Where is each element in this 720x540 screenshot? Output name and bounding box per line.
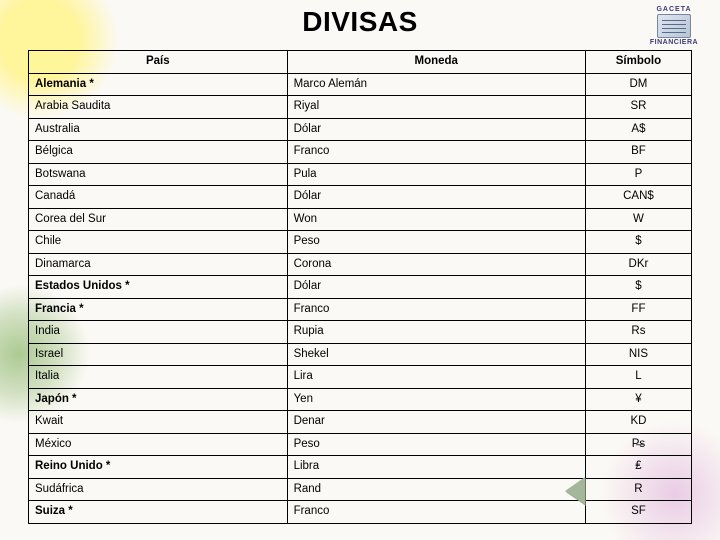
table-row: Estados Unidos *Dólar$ <box>29 276 692 299</box>
table-row: BélgicaFrancoBF <box>29 141 692 164</box>
cell-pais: Corea del Sur <box>29 208 288 231</box>
cell-pais: India <box>29 321 288 344</box>
cell-simbolo: ₤ <box>585 456 691 479</box>
cell-pais: Dinamarca <box>29 253 288 276</box>
table-row: Francia *FrancoFF <box>29 298 692 321</box>
table-row: Suiza *FrancoSF <box>29 501 692 524</box>
cell-moneda: Pula <box>287 163 585 186</box>
page-title: DIVISAS <box>302 6 418 38</box>
cell-pais: Alemania * <box>29 73 288 96</box>
cell-pais: Italia <box>29 366 288 389</box>
cell-moneda: Franco <box>287 298 585 321</box>
cell-pais: Reino Unido * <box>29 456 288 479</box>
cell-pais: Suiza * <box>29 501 288 524</box>
cell-simbolo: W <box>585 208 691 231</box>
cell-moneda: Lira <box>287 366 585 389</box>
table-row: BotswanaPulaP <box>29 163 692 186</box>
cell-pais: Arabia Saudita <box>29 96 288 119</box>
cell-simbolo: DM <box>585 73 691 96</box>
cell-moneda: Marco Alemán <box>287 73 585 96</box>
col-simbolo: Símbolo <box>585 51 691 74</box>
cell-simbolo: ¥ <box>585 388 691 411</box>
back-arrow-icon[interactable] <box>565 477 585 505</box>
table-row: AustraliaDólarA$ <box>29 118 692 141</box>
cell-pais: Francia * <box>29 298 288 321</box>
cell-pais: Israel <box>29 343 288 366</box>
cell-moneda: Rand <box>287 478 585 501</box>
cell-moneda: Yen <box>287 388 585 411</box>
cell-simbolo: $ <box>585 276 691 299</box>
table-row: KwaitDenarKD <box>29 411 692 434</box>
header: DIVISAS GACETA FINANCIERA <box>28 6 692 50</box>
cell-moneda: Libra <box>287 456 585 479</box>
cell-moneda: Shekel <box>287 343 585 366</box>
col-moneda: Moneda <box>287 51 585 74</box>
cell-simbolo: Rs <box>585 321 691 344</box>
cell-moneda: Dólar <box>287 276 585 299</box>
cell-moneda: Peso <box>287 433 585 456</box>
cell-moneda: Rupia <box>287 321 585 344</box>
cell-pais: Bélgica <box>29 141 288 164</box>
table-row: Alemania *Marco AlemánDM <box>29 73 692 96</box>
cell-pais: México <box>29 433 288 456</box>
table-row: SudáfricaRandR <box>29 478 692 501</box>
cell-simbolo: $ <box>585 231 691 254</box>
cell-simbolo: A$ <box>585 118 691 141</box>
cell-simbolo: BF <box>585 141 691 164</box>
cell-simbolo: SF <box>585 501 691 524</box>
cell-pais: Chile <box>29 231 288 254</box>
stack-icon <box>657 14 691 38</box>
table-row: ItaliaLiraL <box>29 366 692 389</box>
cell-pais: Canadá <box>29 186 288 209</box>
table-row: DinamarcaCoronaDKr <box>29 253 692 276</box>
cell-pais: Kwait <box>29 411 288 434</box>
cell-simbolo: R <box>585 478 691 501</box>
cell-moneda: Corona <box>287 253 585 276</box>
cell-moneda: Franco <box>287 501 585 524</box>
cell-pais: Estados Unidos * <box>29 276 288 299</box>
cell-moneda: Denar <box>287 411 585 434</box>
table-header-row: País Moneda Símbolo <box>29 51 692 74</box>
col-pais: País <box>29 51 288 74</box>
table-row: CanadáDólarCAN$ <box>29 186 692 209</box>
cell-simbolo: P̶s <box>585 433 691 456</box>
table-row: Arabia SauditaRiyalSR <box>29 96 692 119</box>
table-row: ChilePeso$ <box>29 231 692 254</box>
cell-simbolo: DKr <box>585 253 691 276</box>
cell-moneda: Riyal <box>287 96 585 119</box>
cell-moneda: Won <box>287 208 585 231</box>
table-row: MéxicoPesoP̶s <box>29 433 692 456</box>
cell-simbolo: CAN$ <box>585 186 691 209</box>
cell-simbolo: KD <box>585 411 691 434</box>
table-row: IsraelShekelNIS <box>29 343 692 366</box>
table-row: Japón *Yen¥ <box>29 388 692 411</box>
cell-moneda: Dólar <box>287 118 585 141</box>
cell-simbolo: P <box>585 163 691 186</box>
cell-pais: Botswana <box>29 163 288 186</box>
currency-table: País Moneda Símbolo Alemania *Marco Alem… <box>28 50 692 524</box>
table-row: IndiaRupiaRs <box>29 321 692 344</box>
cell-moneda: Peso <box>287 231 585 254</box>
cell-pais: Australia <box>29 118 288 141</box>
logo-line1: GACETA <box>656 6 691 13</box>
cell-simbolo: NIS <box>585 343 691 366</box>
cell-pais: Japón * <box>29 388 288 411</box>
cell-simbolo: L <box>585 366 691 389</box>
cell-moneda: Franco <box>287 141 585 164</box>
cell-simbolo: FF <box>585 298 691 321</box>
page: DIVISAS GACETA FINANCIERA País Moneda Sí… <box>0 0 720 540</box>
table-row: Corea del SurWonW <box>29 208 692 231</box>
table-row: Reino Unido *Libra₤ <box>29 456 692 479</box>
cell-pais: Sudáfrica <box>29 478 288 501</box>
logo-line2: FINANCIERA <box>650 39 698 46</box>
logo-gaceta: GACETA FINANCIERA <box>646 4 702 48</box>
cell-simbolo: SR <box>585 96 691 119</box>
cell-moneda: Dólar <box>287 186 585 209</box>
